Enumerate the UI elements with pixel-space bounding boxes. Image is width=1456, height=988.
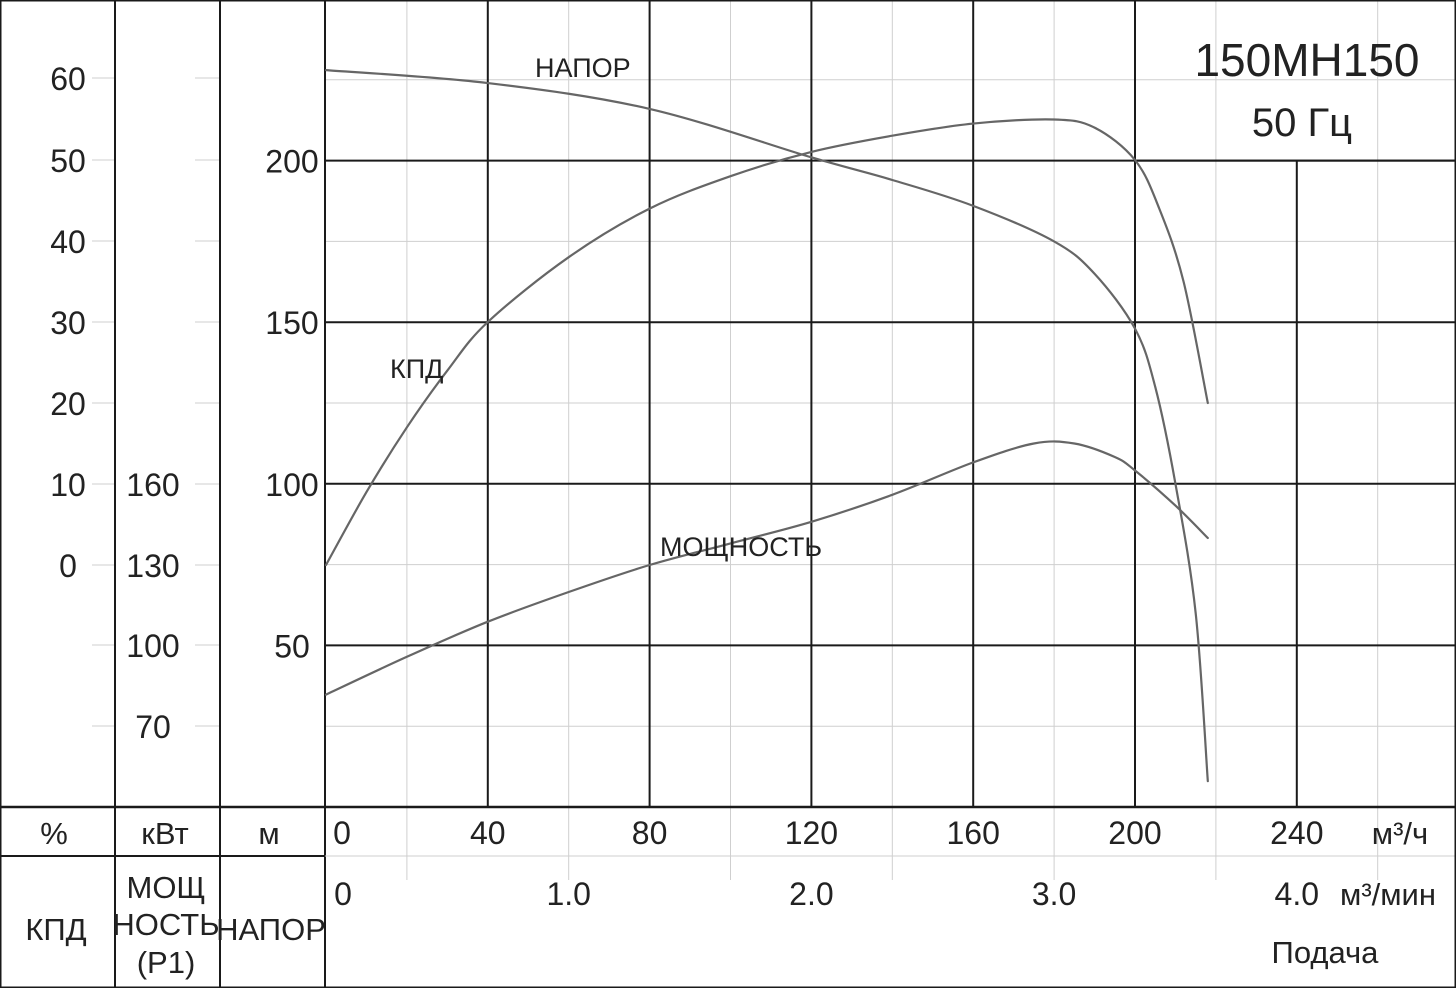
chart-subtitle: 50 Гц <box>1252 101 1352 145</box>
chart-title: 150MH150 <box>1194 34 1419 86</box>
efficiency-tick-label: 50 <box>50 143 86 179</box>
power-axis-name-line2: НОСТЬ <box>112 907 219 942</box>
head-tick-label: 50 <box>274 628 310 664</box>
flow-m3h-tick-label: 80 <box>632 815 668 851</box>
flow-m3h-tick-label: 40 <box>470 815 506 851</box>
power-axis-name-line1: МОЩ <box>127 870 206 905</box>
head-axis-name: НАПОР <box>216 912 326 947</box>
head-tick-label: 200 <box>265 144 318 180</box>
power-tick-label: 100 <box>126 628 179 664</box>
flow-m3min-tick-label: 0 <box>334 876 352 912</box>
power-unit-label: кВт <box>141 816 188 851</box>
power-curve <box>324 440 1209 696</box>
flow-m3h-tick-label: 160 <box>947 815 1000 851</box>
head-unit-label: м <box>258 816 279 851</box>
flow-m3h-tick-label: 0 <box>333 815 351 851</box>
head-tick-label: 100 <box>265 467 318 503</box>
flow-m3h-tick-label: 240 <box>1270 815 1323 851</box>
flow-m3h-tick-label: 120 <box>785 815 838 851</box>
flow-m3min-tick-label: 1.0 <box>546 876 590 912</box>
flow-m3min-unit: м³/мин <box>1340 877 1436 912</box>
efficiency-tick-label: 60 <box>50 61 86 97</box>
major-grid <box>326 0 1456 807</box>
flow-m3h-unit: м³/ч <box>1372 816 1428 851</box>
power-tick-label: 70 <box>135 709 171 745</box>
efficiency-tick-label: 20 <box>50 386 86 422</box>
efficiency-tick-label: 30 <box>50 305 86 341</box>
efficiency-tick-label: 10 <box>50 467 86 503</box>
series-label-efficiency: КПД <box>390 354 443 384</box>
head-tick-label: 150 <box>265 305 318 341</box>
flow-m3h-tick-label: 200 <box>1108 815 1161 851</box>
performance-curves <box>324 69 1209 783</box>
head-curve <box>324 69 1209 783</box>
flow-m3min-tick-label: 4.0 <box>1275 876 1319 912</box>
power-tick-label: 160 <box>126 467 179 503</box>
flow-m3min-tick-label: 2.0 <box>789 876 833 912</box>
power-axis-name-line3: (P1) <box>137 945 196 980</box>
series-label-head: НАПОР <box>535 53 631 83</box>
flow-axis-label: Подача <box>1272 935 1380 970</box>
efficiency-tick-label: 40 <box>50 224 86 260</box>
series-label-power: МОЩНОСТЬ <box>660 532 822 562</box>
efficiency-axis-name: КПД <box>25 912 86 947</box>
flow-m3min-tick-label: 3.0 <box>1032 876 1076 912</box>
efficiency-curve <box>324 118 1209 567</box>
efficiency-unit-label: % <box>40 816 68 851</box>
efficiency-tick-label: 0 <box>59 548 77 584</box>
minor-grid <box>92 0 1456 880</box>
power-tick-label: 130 <box>126 548 179 584</box>
